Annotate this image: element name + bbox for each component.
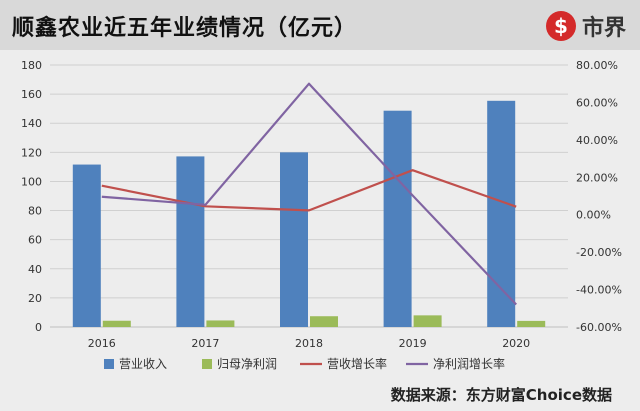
legend-label: 营业收入 (119, 357, 167, 371)
y-left-tick-label: 60 (28, 234, 42, 247)
y-left-tick-label: 120 (21, 146, 42, 159)
logo-icon: $ (545, 11, 576, 41)
bar-revenue (383, 110, 412, 328)
logo-text: 市界 (581, 16, 626, 41)
bar-revenue (72, 164, 101, 327)
bar-net-profit (517, 320, 546, 327)
bar-revenue (487, 100, 516, 327)
chart-title: 顺鑫农业近五年业绩情况（亿元） (12, 16, 358, 41)
x-tick-label: 2019 (399, 337, 427, 350)
y-left-tick-label: 0 (35, 321, 42, 334)
y-left-tick-label: 100 (21, 175, 42, 188)
bar-net-profit (206, 320, 235, 327)
y-right-tick-label: 20.00% (576, 171, 618, 184)
legend-label: 营收增长率 (327, 356, 387, 371)
y-left-tick-label: 20 (28, 292, 42, 305)
x-tick-label: 2016 (88, 337, 116, 350)
data-source: 数据来源：东方财富Choice数据 (390, 386, 612, 404)
y-right-tick-label: 60.00% (576, 96, 618, 109)
y-left-tick-label: 40 (28, 263, 42, 276)
line-profit-growth (101, 82, 517, 306)
bar-net-profit (413, 315, 442, 327)
bar-revenue (176, 156, 205, 327)
legend-swatch (104, 359, 114, 369)
logo: $ 市界 (545, 10, 626, 42)
chart-area: 0 20 40 60 80 100 120 140 160 180 -60.00% -40.00% -2… (0, 50, 640, 411)
legend-swatch (202, 359, 212, 369)
legend-label: 净利润增长率 (433, 356, 505, 371)
y-left-tick-label: 140 (21, 117, 42, 130)
bar-revenue (280, 152, 308, 327)
x-tick-label: 2020 (502, 337, 530, 350)
y-left-tick-label: 180 (21, 59, 42, 72)
y-left-tick-label: 160 (21, 88, 42, 101)
line-revenue-growth (101, 169, 517, 212)
bar-net-profit (102, 320, 131, 327)
header-bar: 顺鑫农业近五年业绩情况（亿元） $ 市界 (0, 0, 640, 50)
x-tick-label: 2017 (191, 337, 219, 350)
y-right-tick-label: -60.00% (576, 321, 622, 334)
y-left-tick-label: 80 (28, 205, 42, 218)
y-right-tick-label: -20.00% (576, 246, 622, 259)
bar-net-profit (310, 316, 338, 327)
y-right-tick-label: -40.00% (576, 284, 622, 297)
legend-label: 归母净利润 (217, 357, 277, 371)
y-right-tick-label: 0.00% (576, 209, 611, 222)
x-tick-label: 2018 (295, 337, 323, 350)
y-right-tick-label: 40.00% (576, 134, 618, 147)
y-right-tick-label: 80.00% (576, 59, 618, 72)
chart-svg: 0 20 40 60 80 100 120 140 160 180 -60.00% -40.00% -2… (21, 59, 622, 371)
